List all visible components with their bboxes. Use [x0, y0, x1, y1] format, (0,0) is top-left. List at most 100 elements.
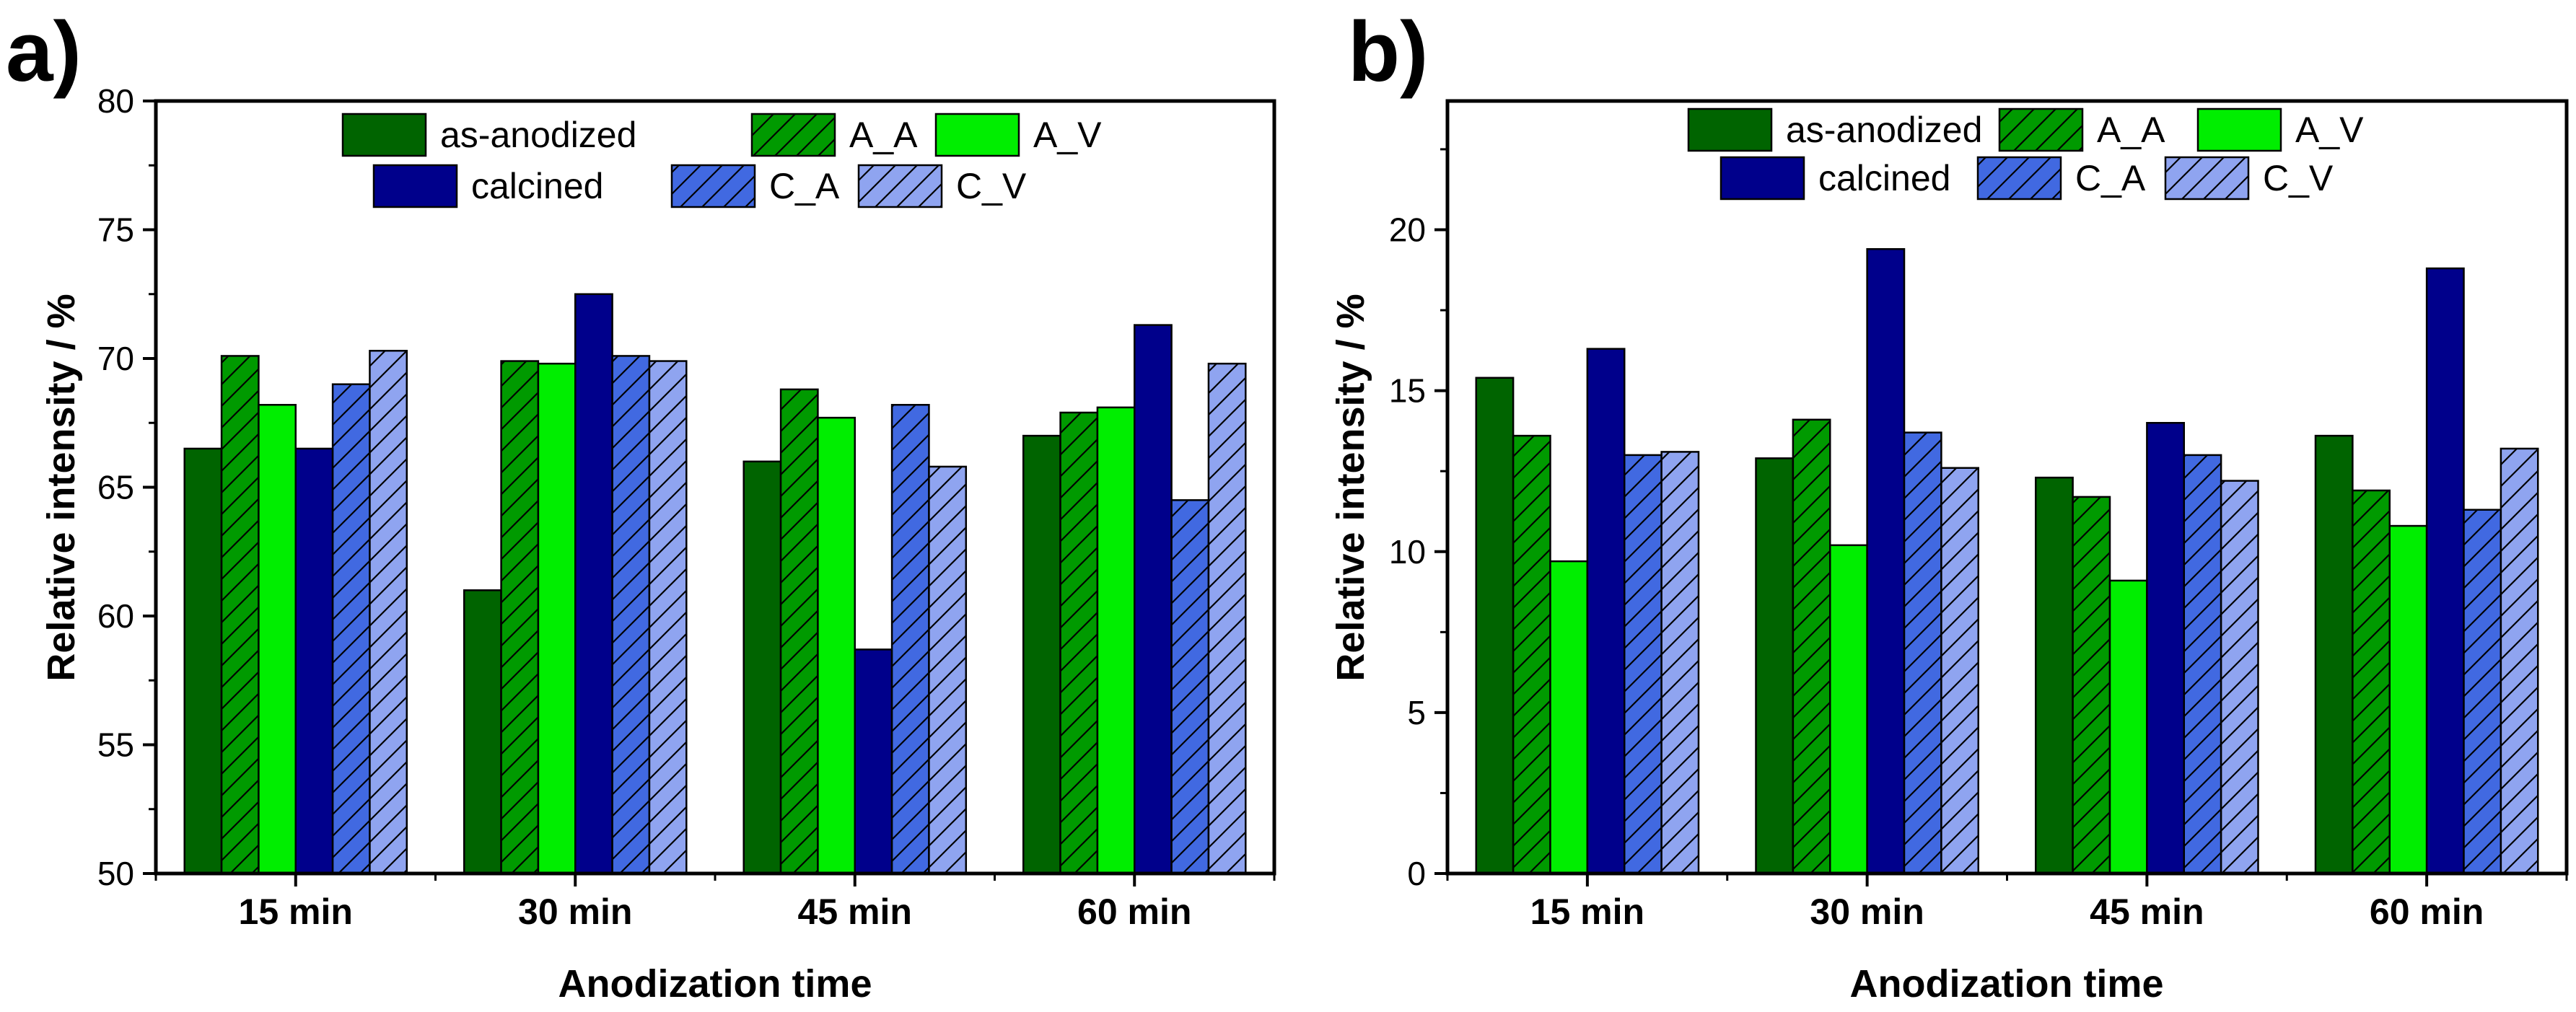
bar-group-b: [1475, 248, 2539, 875]
legend-label-a-a-v: A_V: [1033, 115, 1102, 155]
legend-a: as-anodized A_A A_V calcined C_A C_V: [341, 113, 1102, 208]
bar-hatch-b-a-a-45-min: [2072, 496, 2110, 874]
bar-hatch-a-c-a-60-min: [1171, 500, 1209, 874]
bar-hatch-b-c-a-30-min: [1904, 432, 1942, 874]
bar-hatch-a-c-v-60-min: [1208, 364, 1246, 874]
legend-swatch-b-as-anodized: [1687, 107, 1773, 152]
x-axis-categories-b: 15 min 30 min 45 min 60 min: [1446, 874, 2568, 932]
panel-label-b: b): [1348, 4, 1428, 100]
bar-a-a-v-15-min: [258, 404, 297, 875]
bar-group-a: [183, 293, 1247, 875]
bar-a-a-v-60-min: [1096, 406, 1136, 875]
y-axis-ticks-b: 0 5 10 15 20: [1389, 148, 1447, 892]
bar-b-calcined-30-min: [1866, 248, 1906, 875]
bar-hatch-b-c-a-15-min: [1624, 454, 1662, 874]
bar-a-as-anodized-15-min: [183, 447, 223, 875]
bar-a-as-anodized-60-min: [1022, 434, 1061, 875]
bar-hatch-b-a-a-15-min: [1513, 436, 1551, 874]
legend-swatch-hatch-b-c-v: [2165, 157, 2248, 199]
y-tick-label-b-0: 0: [1407, 855, 1426, 892]
bar-hatch-a-c-v-15-min: [369, 351, 407, 874]
panel-label-a: a): [6, 4, 82, 100]
legend-label-a-as-anodized: as-anodized: [440, 115, 636, 155]
y-tick-label-b-10: 10: [1389, 533, 1426, 571]
bar-a-a-v-45-min: [817, 416, 856, 875]
bar-a-calcined-15-min: [294, 447, 334, 875]
bar-b-as-anodized-45-min: [2034, 476, 2074, 875]
bar-b-as-anodized-30-min: [1755, 457, 1795, 875]
legend-swatch-a-a-v: [934, 113, 1020, 157]
legend-label-b-c-a: C_A: [2075, 158, 2146, 198]
bar-b-calcined-45-min: [2146, 422, 2186, 875]
bar-b-calcined-60-min: [2425, 267, 2465, 875]
y-tick-label-b-20: 20: [1389, 211, 1426, 249]
bar-hatch-a-c-v-45-min: [929, 466, 966, 874]
legend-swatch-hatch-a-a-a: [752, 114, 835, 156]
bar-hatch-a-c-v-30-min: [649, 361, 687, 874]
x-category-label-b-45-min: 45 min: [2090, 892, 2204, 932]
legend-swatch-a-as-anodized: [341, 113, 427, 157]
bar-hatch-a-a-a-30-min: [501, 361, 538, 874]
y-axis-ticks-a: 50 55 60 65 70 75 80: [97, 82, 156, 892]
legend-swatch-hatch-b-a-a: [1999, 109, 2082, 151]
bar-hatch-b-c-a-60-min: [2463, 509, 2501, 874]
bar-b-calcined-15-min: [1586, 348, 1626, 875]
bar-hatch-b-c-v-45-min: [2221, 480, 2259, 874]
bar-hatch-a-c-a-45-min: [892, 405, 929, 874]
legend-swatch-hatch-a-c-a: [672, 165, 755, 207]
bar-b-as-anodized-15-min: [1475, 377, 1515, 875]
chart-panel-b: b) 0 5 10 15 20 15 min 30 min 45 min 60 min Rel…: [1329, 4, 2569, 1006]
legend-label-b-as-anodized: as-anodized: [1786, 110, 1982, 150]
legend-swatch-b-a-v: [2196, 107, 2282, 152]
legend-label-b-c-v: C_V: [2263, 158, 2334, 198]
chart-panel-a: a) 50 55 60 65 70 75 80 15 min 30 min 45 min 60 m…: [6, 4, 1276, 1006]
legend-swatch-b-calcined: [1719, 156, 1805, 201]
bar-a-calcined-45-min: [854, 648, 893, 875]
x-category-label-a-45-min: 45 min: [798, 892, 912, 932]
y-tick-label-b-5: 5: [1407, 694, 1426, 731]
bar-hatch-b-c-v-30-min: [1941, 467, 1979, 874]
x-category-label-a-30-min: 30 min: [518, 892, 632, 932]
bar-a-as-anodized-45-min: [742, 460, 782, 875]
legend-label-a-c-v: C_V: [956, 166, 1027, 206]
bar-b-as-anodized-60-min: [2314, 434, 2354, 875]
legend-swatch-hatch-b-c-a: [1978, 157, 2061, 199]
y-axis-title-b: Relative intensity / %: [1329, 294, 1372, 681]
x-axis-title-a: Anodization time: [558, 962, 872, 1006]
legend-label-a-calcined: calcined: [471, 166, 603, 206]
y-tick-label-a-80: 80: [97, 82, 134, 120]
legend-label-b-calcined: calcined: [1818, 158, 1950, 198]
bar-hatch-a-c-a-15-min: [333, 384, 370, 874]
x-axis-categories-a: 15 min 30 min 45 min 60 min: [154, 874, 1276, 932]
legend-label-a-c-a: C_A: [769, 166, 840, 206]
bar-hatch-a-c-a-30-min: [612, 356, 649, 874]
bar-a-calcined-60-min: [1134, 324, 1173, 875]
y-tick-label-a-75: 75: [97, 211, 134, 249]
bar-hatch-a-a-a-60-min: [1060, 412, 1098, 874]
x-category-label-b-60-min: 60 min: [2370, 892, 2484, 932]
legend-label-a-a-a: A_A: [849, 115, 918, 155]
x-category-label-a-15-min: 15 min: [239, 892, 353, 932]
bar-b-a-v-30-min: [1828, 544, 1868, 875]
bar-a-calcined-30-min: [574, 293, 613, 875]
bar-b-a-v-45-min: [2108, 579, 2148, 875]
x-category-label-b-30-min: 30 min: [1810, 892, 1924, 932]
bar-hatch-b-a-a-30-min: [1792, 419, 1831, 874]
y-tick-label-a-65: 65: [97, 469, 134, 506]
legend-label-b-a-v: A_V: [2295, 110, 2364, 150]
bar-a-a-v-30-min: [537, 362, 577, 875]
x-axis-title-b: Anodization time: [1850, 962, 2164, 1006]
y-tick-label-a-60: 60: [97, 597, 134, 635]
y-tick-label-a-70: 70: [97, 340, 134, 377]
legend-swatch-a-calcined: [372, 164, 458, 208]
legend-swatch-hatch-a-c-v: [859, 165, 942, 207]
bar-hatch-b-c-a-45-min: [2183, 454, 2222, 874]
bar-b-a-v-15-min: [1549, 560, 1589, 875]
y-tick-label-a-50: 50: [97, 855, 134, 892]
x-category-label-b-15-min: 15 min: [1530, 892, 1644, 932]
bar-a-as-anodized-30-min: [463, 589, 502, 875]
bar-hatch-b-c-v-60-min: [2500, 448, 2538, 874]
bar-hatch-b-c-v-15-min: [1661, 452, 1699, 874]
bar-hatch-a-a-a-15-min: [222, 356, 259, 874]
